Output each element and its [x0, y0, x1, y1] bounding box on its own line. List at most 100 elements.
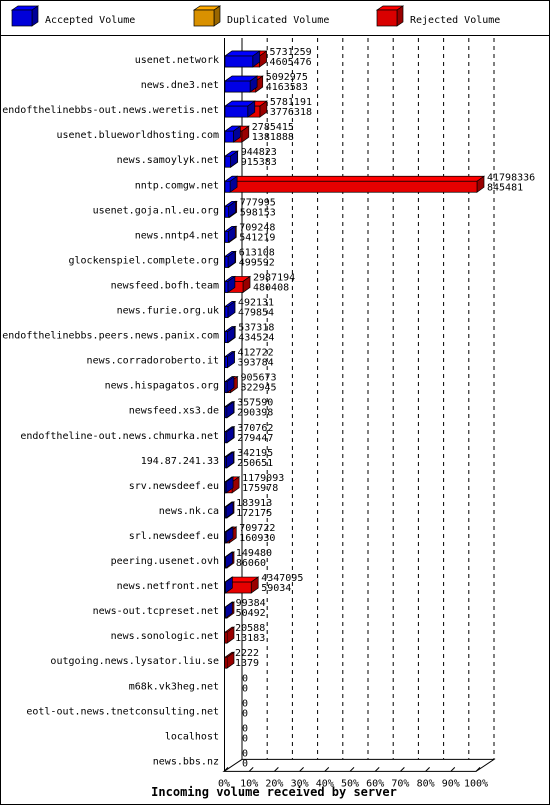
accepted-bar [224, 130, 234, 143]
total-volume-label: 5092975 [266, 72, 308, 83]
x-tick-label: 10% [240, 778, 258, 789]
plot-area: 0% 10% 20% 30% 40% 50% 60% 70% 80% 90% 100% usenet.… [2, 38, 535, 789]
server-label: news.bbs.nz [153, 756, 219, 767]
x-tick-label: 20% [265, 778, 283, 789]
server-label: peering.usenet.ovh [111, 556, 219, 567]
legend-swatch-side [213, 5, 221, 27]
x-tick-label: 60% [366, 778, 384, 789]
total-volume-label: 342195 [237, 448, 273, 459]
x-tick-label: 90% [442, 778, 460, 789]
accepted-volume-label: 322945 [240, 383, 276, 394]
x-tick-mark [349, 767, 355, 772]
x-tick-mark [324, 767, 330, 772]
rejected-bar-top [223, 175, 486, 182]
accepted-volume-label: 3776318 [270, 107, 312, 118]
server-label: nntp.comgw.net [135, 180, 219, 191]
accepted-volume-label: 598153 [240, 207, 276, 218]
total-volume-label: 412722 [237, 348, 273, 359]
total-volume-label: 492131 [238, 298, 274, 309]
accepted-volume-label: 845481 [487, 182, 523, 193]
server-label: glockenspiel.complete.org [68, 255, 219, 266]
legend-entry-duplicated-volume: Duplicated Volume [192, 5, 329, 27]
accepted-volume-label: 0 [242, 733, 248, 744]
rejected-bar [224, 631, 228, 644]
total-volume-label: 149480 [236, 548, 272, 559]
server-label: usenet.goja.nl.eu.org [93, 205, 219, 216]
server-label: srv.newsdeef.eu [129, 481, 219, 492]
accepted-bar [224, 281, 229, 293]
legend-label: Duplicated Volume [227, 15, 329, 26]
server-label: endofthelinebbs.peers.news.panix.com [2, 331, 219, 342]
total-volume-label: 5731259 [270, 47, 312, 58]
server-label: news.corradoroberto.it [87, 356, 219, 367]
total-volume-label: 5781191 [270, 97, 312, 108]
accepted-bar [224, 155, 231, 168]
bar-row: usenet.blueworldhosting.com 2785415138188… [56, 122, 294, 143]
total-volume-label: 357590 [237, 398, 273, 409]
accepted-bar [224, 531, 227, 544]
x-tick-mark [248, 767, 254, 772]
x-tick-label: 30% [291, 778, 309, 789]
x-tick-mark [223, 767, 229, 772]
x-tick-label: 70% [391, 778, 409, 789]
server-label: endofthelinebbs-out.news.weretis.net [2, 105, 219, 116]
total-volume-label: 709248 [239, 222, 275, 233]
legend-label: Rejected Volume [410, 15, 500, 26]
legend-swatch-side [396, 5, 404, 27]
accepted-bar [224, 180, 231, 193]
x-tick-mark [374, 767, 380, 772]
accepted-bar [224, 205, 229, 218]
legend-label: Accepted Volume [45, 15, 135, 26]
legend-entry-rejected-volume: Rejected Volume [375, 5, 500, 27]
legend: Accepted Volume Duplicated Volume Rejected… [10, 5, 500, 27]
accepted-volume-label: 479854 [238, 308, 274, 319]
accepted-volume-label: 541219 [239, 232, 275, 243]
total-volume-label: 370762 [237, 423, 273, 434]
accepted-bar [224, 406, 228, 419]
accepted-volume-label: 290398 [237, 408, 273, 419]
total-volume-label: 944823 [241, 147, 277, 158]
x-tick-mark [475, 767, 481, 772]
accepted-volume-label: 4605476 [270, 57, 312, 68]
server-label: news.sonologic.net [111, 631, 219, 642]
bar-row: news.bbs.nz 00 [153, 748, 248, 769]
x-axis-label: Incoming volume received by server [151, 785, 397, 799]
accepted-volume-label: 393784 [237, 358, 273, 369]
server-label: news.samoylyk.net [117, 155, 219, 166]
legend-swatch [376, 9, 398, 27]
accepted-bar [224, 381, 228, 393]
accepted-volume-label: 0 [242, 708, 248, 719]
accepted-bar [224, 481, 227, 494]
x-tick-label: 50% [341, 778, 359, 789]
accepted-bar [224, 556, 226, 569]
server-label: newsfeed.bofh.team [111, 280, 219, 291]
accepted-bar [224, 256, 229, 268]
server-label: newsfeed.xs3.de [129, 406, 219, 417]
legend-swatch-side [31, 5, 39, 27]
server-label: m68k.vk3heg.net [129, 681, 219, 692]
total-volume-label: 1179093 [242, 473, 284, 484]
accepted-bar [224, 331, 228, 343]
total-volume-label: 905673 [240, 373, 276, 384]
accepted-volume-label: 434524 [238, 333, 274, 344]
total-volume-label: 709722 [239, 523, 275, 534]
legend-swatch [11, 9, 33, 27]
server-label: news-out.tcpreset.net [93, 606, 219, 617]
x-tick-label: 100% [464, 778, 488, 789]
accepted-volume-label: 4163583 [266, 82, 308, 93]
total-volume-label: 0 [242, 673, 248, 684]
